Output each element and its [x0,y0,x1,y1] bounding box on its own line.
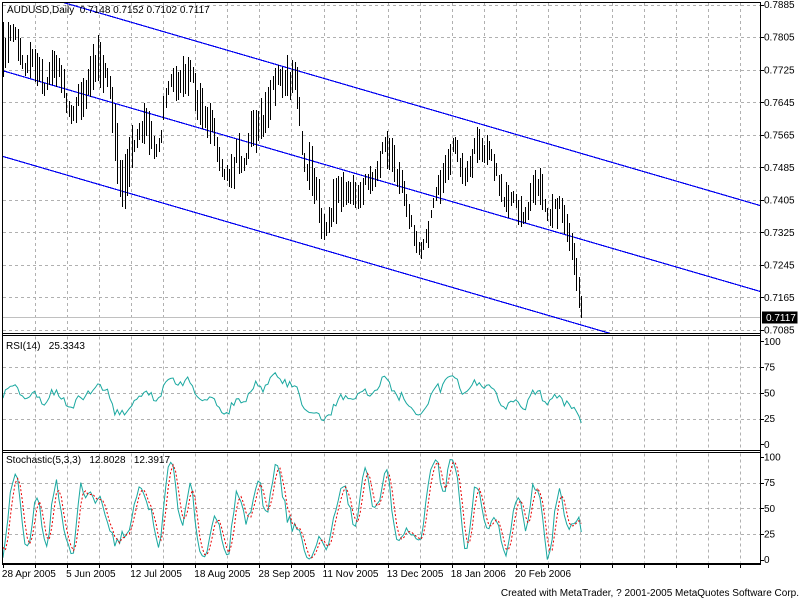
svg-text:25: 25 [764,414,776,425]
svg-text:Stochastic(5,3,3) 12.8028: Stochastic(5,3,3) 12.8028 12.3917 [6,455,170,466]
svg-text:0.7645: 0.7645 [764,98,795,109]
svg-text:0.7885: 0.7885 [764,0,795,11]
svg-text:0.7405: 0.7405 [764,195,795,206]
svg-text:75: 75 [764,478,776,489]
svg-text:28 Apr 2005: 28 Apr 2005 [2,569,56,580]
svg-text:18 Jan 2006: 18 Jan 2006 [451,569,506,580]
svg-text:0.7325: 0.7325 [764,228,795,239]
svg-text:18 Aug 2005: 18 Aug 2005 [194,569,251,580]
svg-text:50: 50 [764,388,776,399]
svg-text:0.7117: 0.7117 [766,313,796,324]
svg-text:0.7085: 0.7085 [764,326,795,337]
svg-text:50: 50 [764,504,776,515]
svg-text:0: 0 [764,555,770,566]
svg-text:20 Feb 2006: 20 Feb 2006 [515,569,572,580]
svg-text:RSI(14) 25.3343: RSI(14) 25.3343 [6,341,85,352]
svg-text:0: 0 [764,440,770,451]
svg-text:0.7165: 0.7165 [764,293,795,304]
svg-text:25: 25 [764,530,776,541]
svg-text:12 Jul 2005: 12 Jul 2005 [130,569,182,580]
svg-text:5 Jun 2005: 5 Jun 2005 [66,569,116,580]
svg-text:28 Sep 2005: 28 Sep 2005 [258,569,315,580]
svg-text:0.7725: 0.7725 [764,65,795,76]
svg-text:75: 75 [764,363,776,374]
svg-text:100: 100 [764,337,781,348]
svg-text:11 Nov 2005: 11 Nov 2005 [323,569,379,580]
svg-text:0.7485: 0.7485 [764,163,795,174]
svg-text:13 Dec 2005: 13 Dec 2005 [387,569,444,580]
svg-text:0.7805: 0.7805 [764,33,795,44]
svg-text:Created with MetaTrader, ? 200: Created with MetaTrader, ? 2001-2005 Met… [501,588,799,599]
svg-text:100: 100 [764,453,781,464]
svg-text:0.7565: 0.7565 [764,130,795,141]
svg-text:0.7245: 0.7245 [764,260,795,271]
svg-text:AUDUSD,Daily 0.7148 0.7152 0.: AUDUSD,Daily 0.7148 0.7152 0.7102 0.7117 [7,5,210,16]
